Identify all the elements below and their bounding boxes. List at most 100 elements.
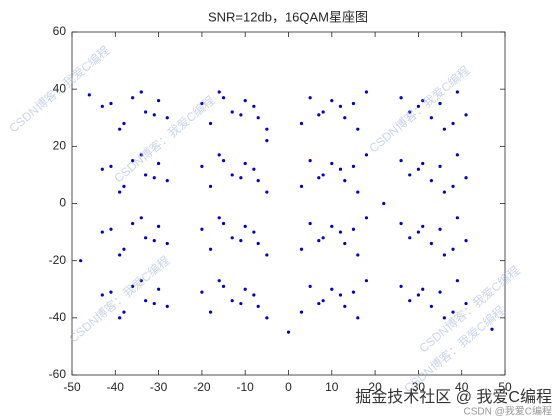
y-tick-label: 60 (53, 24, 67, 38)
point (464, 176, 468, 180)
point (118, 316, 122, 320)
x-tick-label: -40 (107, 380, 125, 394)
point (252, 104, 256, 108)
point (221, 221, 226, 226)
point (408, 173, 412, 177)
point (239, 176, 243, 180)
point (144, 110, 148, 114)
point (109, 164, 113, 168)
point (451, 310, 455, 314)
x-tick-label: 30 (412, 380, 426, 394)
point (429, 116, 433, 120)
point (317, 113, 321, 117)
point (286, 330, 291, 334)
point (165, 304, 169, 308)
point (165, 179, 169, 183)
point (265, 316, 269, 320)
point (364, 153, 369, 157)
y-tick-label: -20 (49, 253, 67, 267)
point (221, 284, 226, 288)
point (131, 221, 135, 226)
point (408, 110, 412, 114)
point (399, 96, 403, 100)
chart-title: SNR=12db，16QAM星座图 (208, 9, 368, 24)
point (416, 293, 420, 297)
point (338, 104, 343, 108)
point (152, 113, 156, 117)
point (100, 293, 104, 297)
y-tick-label: -40 (49, 310, 67, 324)
point (338, 230, 343, 234)
point (464, 113, 468, 117)
point (200, 164, 204, 168)
point (139, 216, 143, 220)
point (464, 301, 468, 306)
point (451, 184, 455, 188)
point (399, 284, 403, 288)
point (256, 179, 260, 183)
point (252, 167, 256, 171)
point (364, 90, 369, 94)
point (382, 201, 386, 206)
point (118, 253, 122, 257)
point (399, 159, 403, 163)
point (351, 101, 356, 106)
point (165, 241, 169, 246)
x-tick-label: 10 (325, 380, 339, 394)
point (343, 241, 347, 246)
point (455, 153, 459, 157)
point (217, 153, 221, 157)
point (338, 167, 343, 171)
point (451, 121, 455, 126)
point (429, 241, 433, 246)
point (200, 290, 204, 294)
point (118, 190, 122, 194)
point (451, 247, 455, 251)
point (157, 224, 161, 228)
plot-area (71, 31, 506, 376)
point (144, 236, 148, 240)
point (230, 299, 234, 303)
point (157, 99, 161, 103)
point (408, 299, 412, 303)
point (308, 284, 312, 288)
point (321, 110, 325, 114)
point (131, 284, 135, 288)
point (208, 310, 213, 314)
point (256, 241, 260, 246)
point (239, 301, 243, 306)
point (217, 216, 221, 220)
x-tick-label: -10 (237, 380, 255, 394)
point (217, 90, 221, 94)
point (122, 310, 126, 314)
x-tick-label: 0 (285, 380, 292, 394)
point (364, 216, 369, 220)
point (416, 167, 420, 171)
point (330, 287, 334, 291)
point (243, 161, 247, 166)
x-tick-label: 40 (455, 380, 469, 394)
x-tick-label: -50 (63, 380, 81, 394)
point (364, 279, 369, 283)
point (351, 227, 356, 231)
point (317, 176, 321, 180)
point (118, 127, 122, 131)
point (429, 304, 433, 308)
point (399, 221, 403, 226)
point (351, 290, 356, 294)
point (230, 110, 234, 114)
point (299, 247, 304, 251)
point (308, 96, 312, 100)
point (455, 279, 459, 283)
point (100, 230, 104, 234)
point (438, 101, 442, 106)
point (338, 293, 343, 297)
point (265, 139, 269, 143)
point (330, 224, 334, 228)
point (356, 127, 360, 131)
point (356, 316, 360, 320)
point (230, 173, 234, 177)
point (442, 190, 446, 194)
x-tick-label: -20 (193, 380, 211, 394)
point (416, 104, 420, 108)
